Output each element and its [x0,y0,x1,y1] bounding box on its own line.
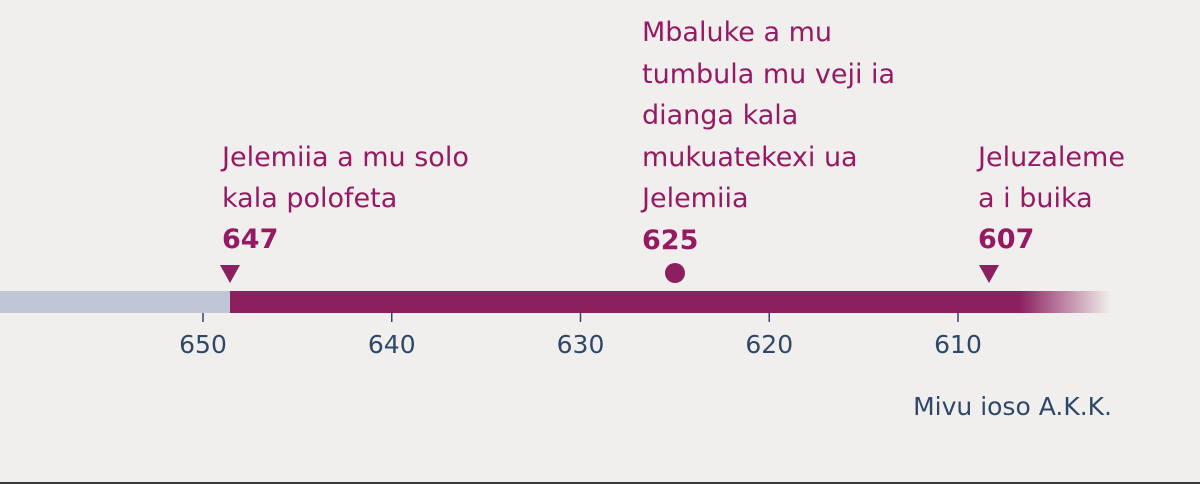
event-label: mukuatekexi ua [642,141,858,173]
event-label: a i buika [978,183,1093,214]
tick-label: 640 [367,330,416,359]
past-bar [0,291,230,313]
axis-label: Mivu ioso A.K.K. [913,392,1112,421]
event-label: Jelemiia a mu solo [222,142,469,173]
event: Jeluzaleme a i buika 607 [978,137,1125,260]
event-year: 625 [642,224,699,256]
tick-marks [202,313,959,322]
tick-label: 610 [934,330,982,359]
event-label: Jeluzaleme [978,142,1125,173]
event: Mbaluke a mu tumbula mu veji ia dianga k… [642,12,895,261]
event-label: kala polofeta [222,183,398,214]
event-year: 607 [978,224,1035,255]
event-year: 647 [222,224,279,255]
event: Jelemiia a mu solo kala polofeta 647 [222,137,469,260]
event-label: Jelemiia [642,183,749,214]
event-label: tumbula mu veji ia [642,58,896,90]
tick-label: 620 [745,330,794,359]
event-label: dianga kala [642,100,799,131]
tick-label: 630 [556,330,605,359]
event-label: Mbaluke a mu [642,17,833,48]
period-fade [1019,291,1111,313]
tick-label: 650 [179,330,227,359]
event-marker [665,263,685,283]
event-marker [220,265,240,283]
event-marker [979,265,999,283]
period-bar [230,291,1020,313]
